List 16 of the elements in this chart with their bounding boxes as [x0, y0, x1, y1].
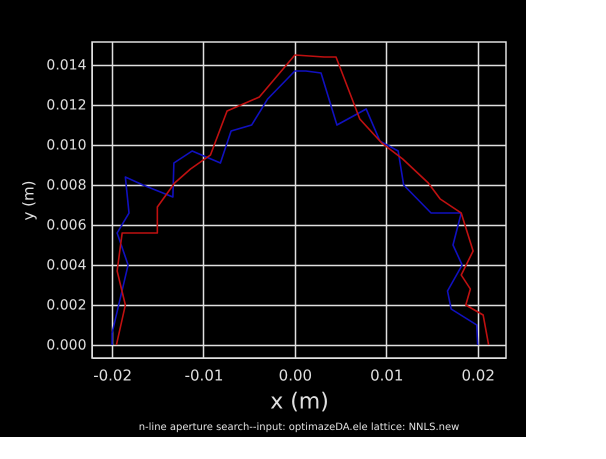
x-tick-label: -0.01	[184, 366, 224, 384]
y-tick-label: 0.000	[46, 338, 86, 354]
x-axis-title: x (m)	[270, 390, 329, 414]
x-tick-label: 0.02	[461, 366, 495, 384]
y-tick-label: 0.002	[46, 298, 86, 314]
y-axis-title: y (m)	[19, 180, 38, 220]
y-tick-label: 0.014	[46, 58, 87, 74]
y-tick-label: 0.010	[46, 138, 86, 154]
text: n-line aperture search--input: optimazeDA.ele lattice: NNLS.new	[138, 422, 460, 433]
y-tick-label: 0.008	[46, 178, 86, 194]
y-tick-label: 0.004	[46, 258, 87, 274]
x-tick-label: 0.01	[370, 366, 404, 384]
x-tick-label: 0.00	[278, 366, 312, 384]
y-tick-label: 0.006	[46, 218, 87, 234]
y-tick-label: 0.012	[46, 98, 86, 114]
x-tick-label: -0.02	[93, 366, 132, 384]
